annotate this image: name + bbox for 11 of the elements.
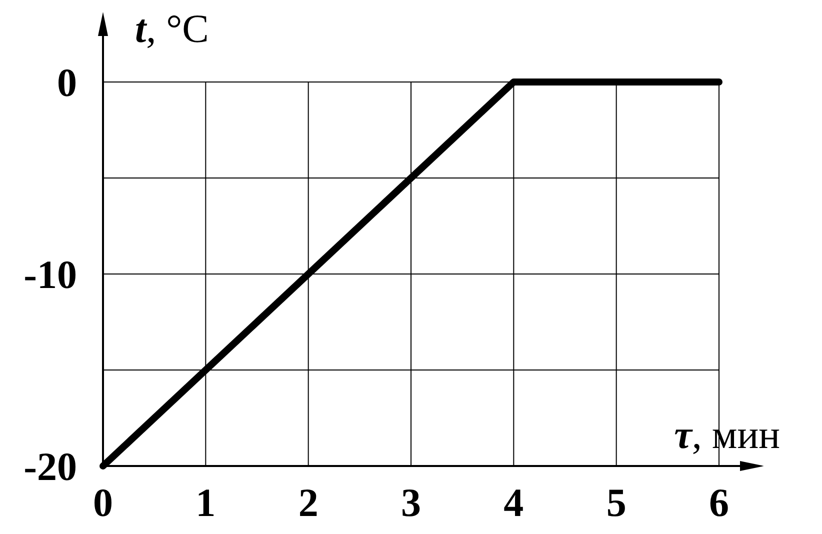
x-tick-label: 6 [709,480,729,525]
x-tick-label: 2 [298,480,318,525]
y-tick-label: 0 [57,60,77,105]
x-tick-label: 3 [401,480,421,525]
x-tick-label: 5 [606,480,626,525]
y-tick-label: -10 [24,252,77,297]
x-tick-label: 0 [93,480,113,525]
x-tick-label: 4 [504,480,524,525]
y-tick-label: -20 [24,444,77,489]
x-tick-label: 1 [196,480,216,525]
y-axis-title: t, °C [135,6,209,51]
